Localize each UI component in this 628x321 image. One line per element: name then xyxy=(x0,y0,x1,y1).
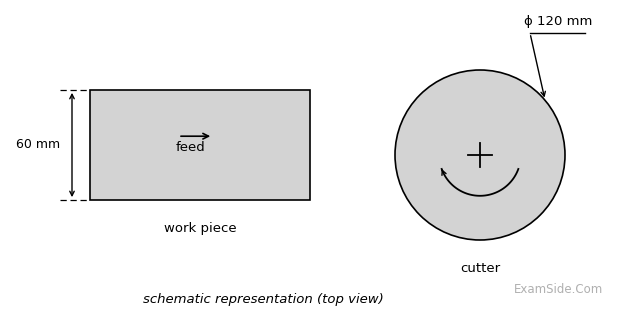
Text: work piece: work piece xyxy=(164,222,236,235)
Circle shape xyxy=(395,70,565,240)
Text: ϕ 120 mm: ϕ 120 mm xyxy=(524,15,592,28)
Text: cutter: cutter xyxy=(460,262,500,275)
Text: 60 mm: 60 mm xyxy=(16,138,60,152)
Text: ExamSide.Com: ExamSide.Com xyxy=(514,283,604,296)
Bar xyxy=(90,90,310,200)
Text: schematic representation (top view): schematic representation (top view) xyxy=(143,293,384,306)
Text: feed: feed xyxy=(176,141,205,154)
